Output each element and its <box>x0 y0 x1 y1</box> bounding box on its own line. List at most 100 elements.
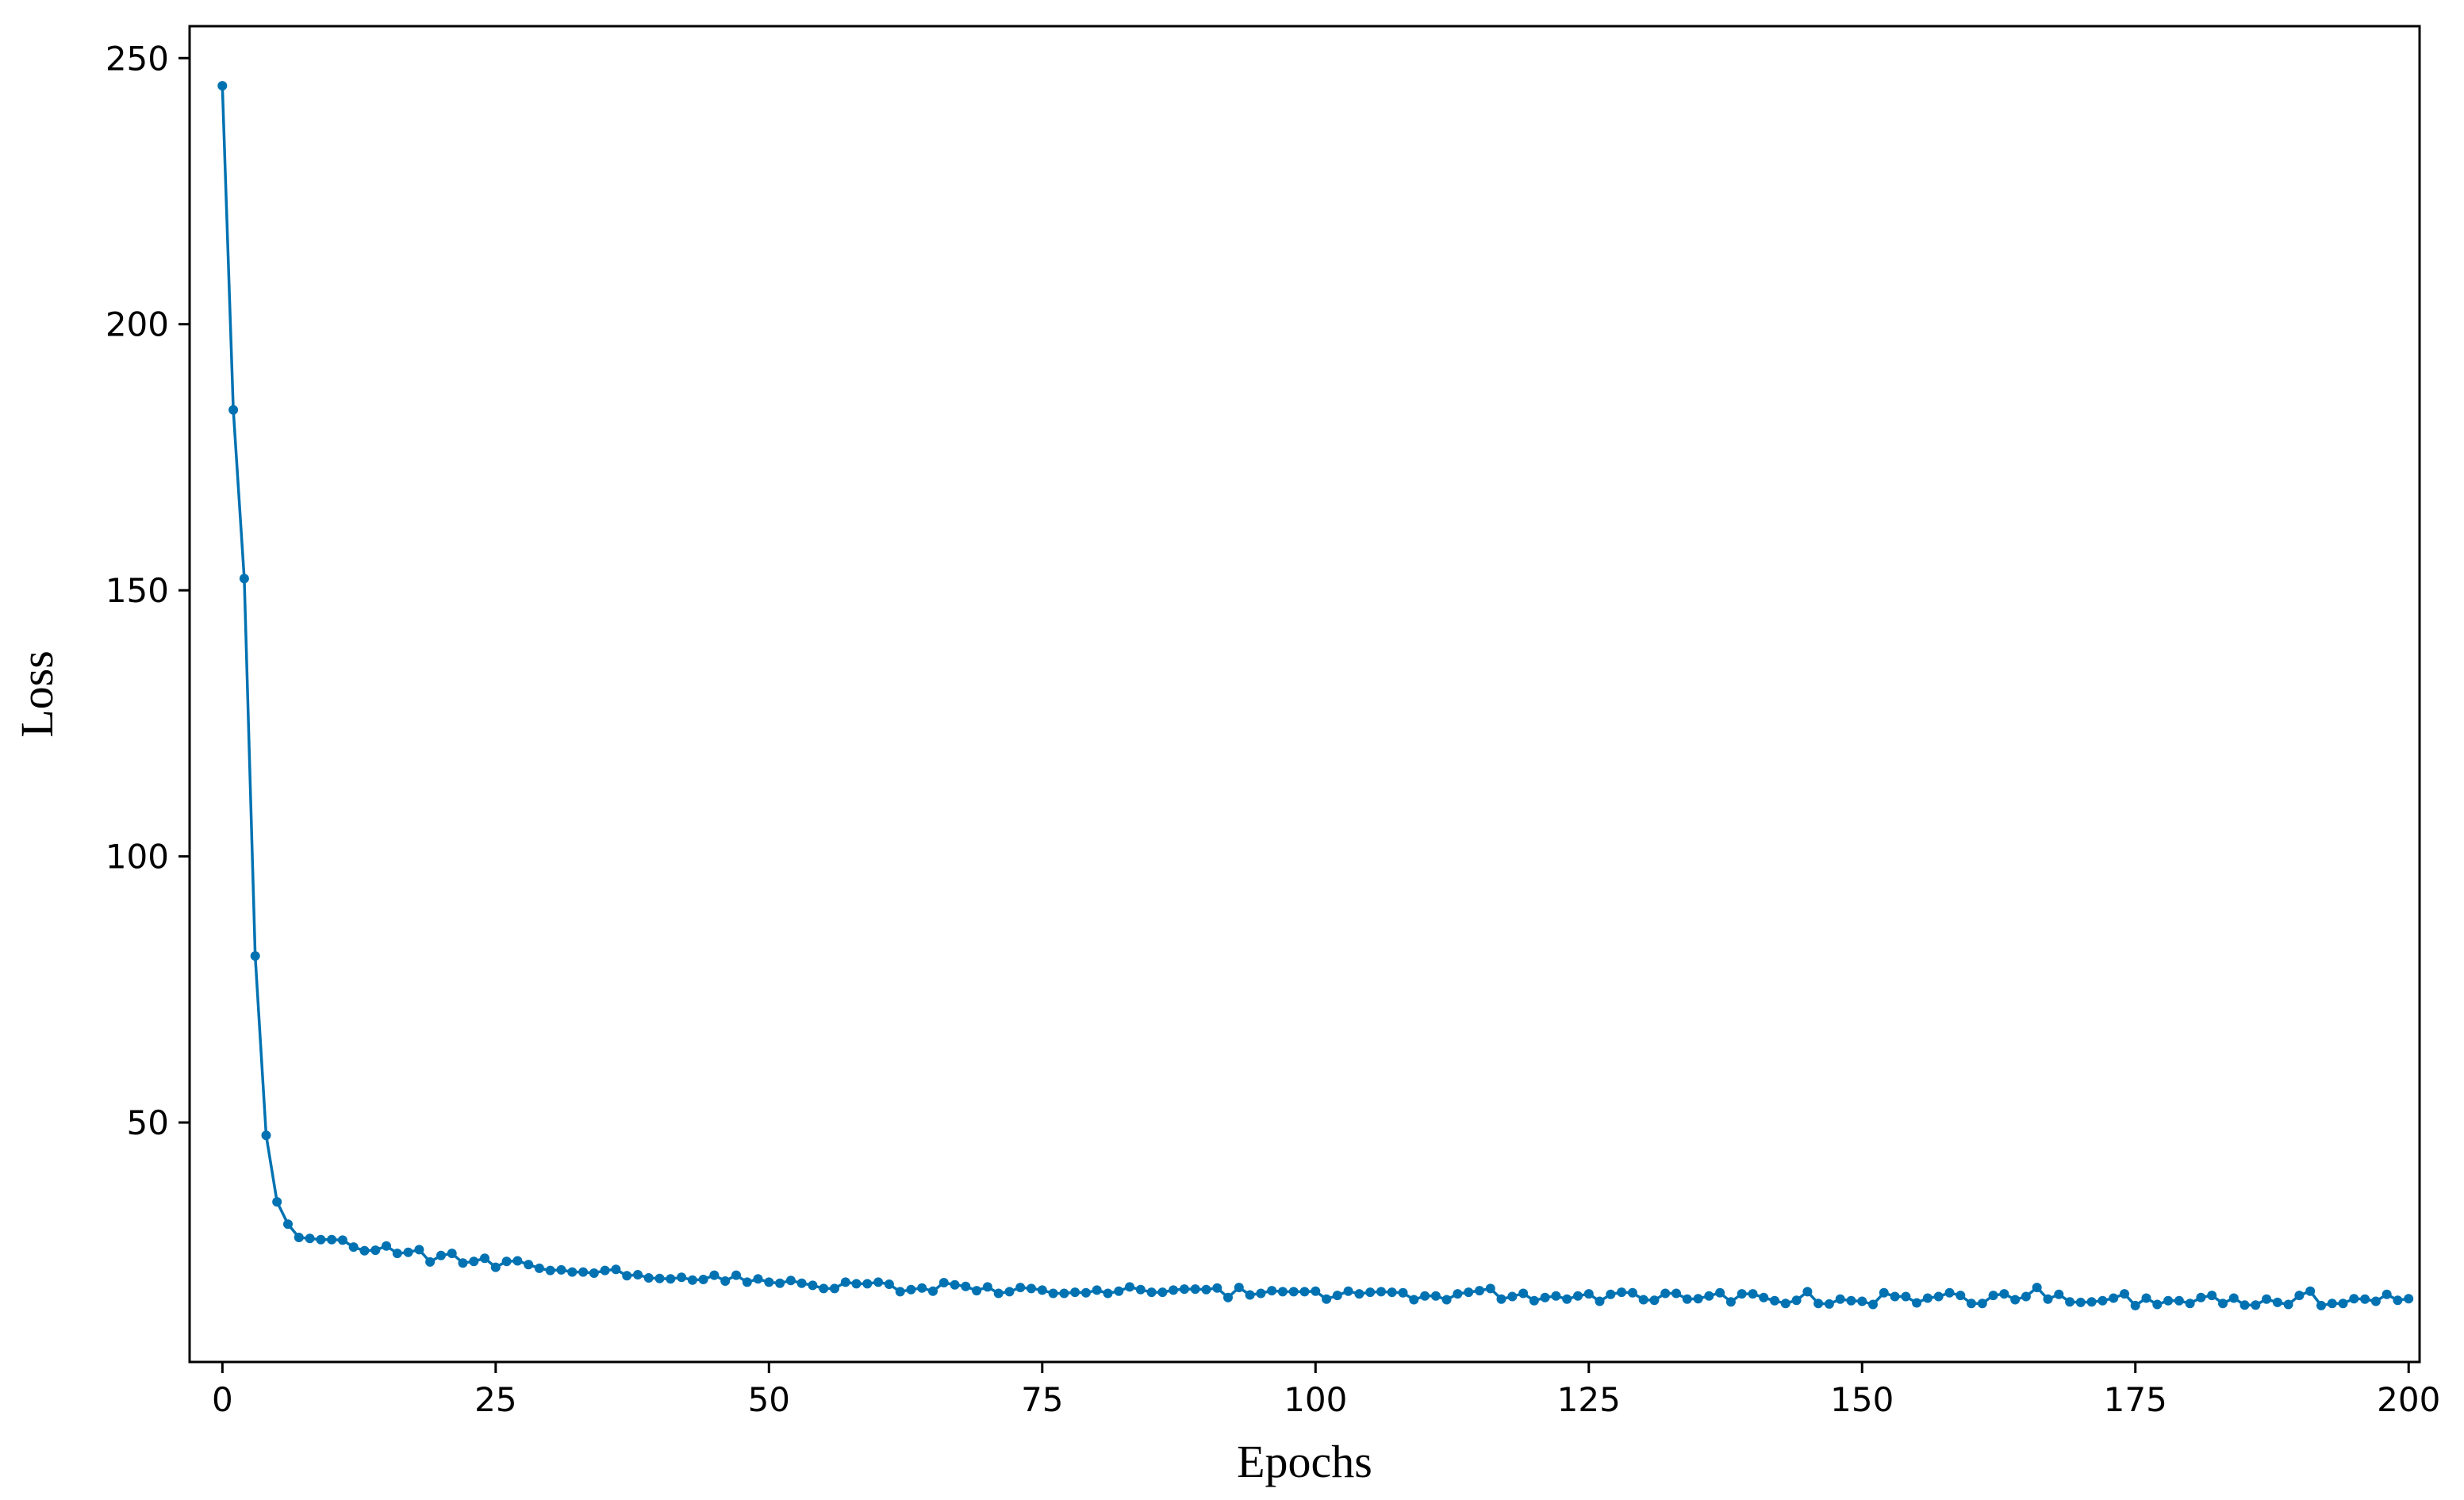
data-point <box>1725 1297 1736 1307</box>
y-tick-label: 250 <box>106 39 169 78</box>
data-point <box>2360 1294 2370 1304</box>
data-point <box>2262 1294 2272 1304</box>
data-point <box>228 405 239 415</box>
data-point <box>677 1272 687 1283</box>
data-point <box>720 1276 731 1286</box>
data-point <box>348 1242 359 1253</box>
data-point <box>1365 1287 1376 1298</box>
data-point <box>1332 1291 1342 1301</box>
data-point <box>2097 1295 2108 1306</box>
data-point <box>1649 1295 1660 1306</box>
data-point <box>1037 1285 1047 1295</box>
data-point <box>1157 1287 1168 1298</box>
data-point <box>1354 1289 1364 1299</box>
data-point <box>337 1235 347 1245</box>
data-point <box>1846 1295 1856 1306</box>
data-point <box>1627 1287 1637 1298</box>
data-point <box>1857 1296 1867 1306</box>
data-point <box>490 1262 501 1272</box>
data-point <box>1518 1288 1529 1299</box>
data-point <box>2109 1293 2119 1303</box>
data-point <box>1135 1284 1146 1295</box>
data-point <box>1245 1290 1255 1300</box>
data-point <box>1311 1286 1321 1296</box>
data-point <box>2251 1300 2261 1310</box>
data-point <box>819 1283 829 1294</box>
data-point <box>1562 1294 1572 1304</box>
data-point <box>796 1278 807 1288</box>
data-point <box>1748 1289 1758 1299</box>
data-point <box>873 1277 884 1287</box>
data-point <box>1529 1295 1539 1306</box>
data-point <box>2120 1289 2129 1299</box>
data-point <box>917 1283 927 1293</box>
data-point <box>2065 1297 2075 1307</box>
data-point <box>1212 1283 1222 1293</box>
data-point <box>1103 1288 1113 1299</box>
data-point <box>2381 1289 2392 1299</box>
data-point <box>2316 1300 2326 1310</box>
data-point <box>1507 1291 1518 1302</box>
data-point <box>1453 1289 1463 1299</box>
data-point <box>851 1279 862 1289</box>
data-point <box>1420 1291 1430 1301</box>
data-point <box>2294 1291 2305 1301</box>
data-point <box>501 1256 512 1267</box>
data-point <box>1441 1295 1452 1305</box>
data-point <box>2163 1295 2174 1306</box>
data-point <box>2393 1295 2403 1306</box>
data-point <box>972 1286 982 1296</box>
data-point <box>283 1219 293 1230</box>
x-tick-label: 125 <box>1557 1380 1621 1419</box>
data-point <box>1299 1287 1310 1297</box>
data-point <box>993 1288 1004 1299</box>
data-point <box>1475 1286 1484 1296</box>
data-point <box>785 1276 796 1286</box>
data-point <box>1638 1295 1648 1305</box>
data-point <box>567 1267 578 1277</box>
data-point <box>1343 1286 1353 1296</box>
data-point <box>1146 1287 1157 1298</box>
data-point <box>524 1260 534 1270</box>
data-point <box>1759 1292 1769 1302</box>
data-point <box>447 1249 457 1259</box>
data-point <box>534 1263 544 1273</box>
data-point <box>950 1279 960 1290</box>
data-point <box>1901 1291 1911 1302</box>
data-point <box>1551 1291 1561 1301</box>
data-point <box>1780 1299 1790 1309</box>
data-point <box>1890 1291 1900 1302</box>
data-point <box>1922 1293 1932 1303</box>
data-point <box>654 1273 665 1283</box>
data-point <box>2228 1293 2239 1303</box>
data-point <box>2283 1299 2293 1310</box>
x-tick-label: 0 <box>212 1380 233 1419</box>
data-point <box>2404 1294 2414 1304</box>
data-point <box>1080 1287 1091 1298</box>
data-point <box>2196 1292 2206 1302</box>
data-point <box>611 1264 621 1275</box>
data-point <box>239 574 249 584</box>
data-point <box>578 1267 589 1277</box>
loss-series-points <box>217 81 2414 1310</box>
data-point <box>1496 1294 1506 1304</box>
data-point <box>840 1277 850 1287</box>
data-point <box>2054 1289 2064 1299</box>
data-point <box>359 1245 370 1256</box>
data-point <box>808 1280 818 1291</box>
data-point <box>731 1270 741 1280</box>
data-point <box>1179 1284 1189 1295</box>
x-tick-label: 50 <box>748 1380 790 1419</box>
data-point <box>764 1277 774 1287</box>
data-point <box>469 1256 479 1267</box>
data-point <box>1868 1299 1878 1310</box>
data-point <box>1737 1289 1747 1299</box>
data-point <box>1583 1289 1594 1299</box>
data-point <box>1092 1285 1102 1295</box>
data-point <box>1540 1292 1550 1302</box>
data-point <box>1201 1284 1211 1295</box>
data-point <box>425 1256 436 1267</box>
data-point <box>1660 1288 1671 1299</box>
x-tick-label: 100 <box>1284 1380 1347 1419</box>
data-point <box>1114 1286 1124 1296</box>
